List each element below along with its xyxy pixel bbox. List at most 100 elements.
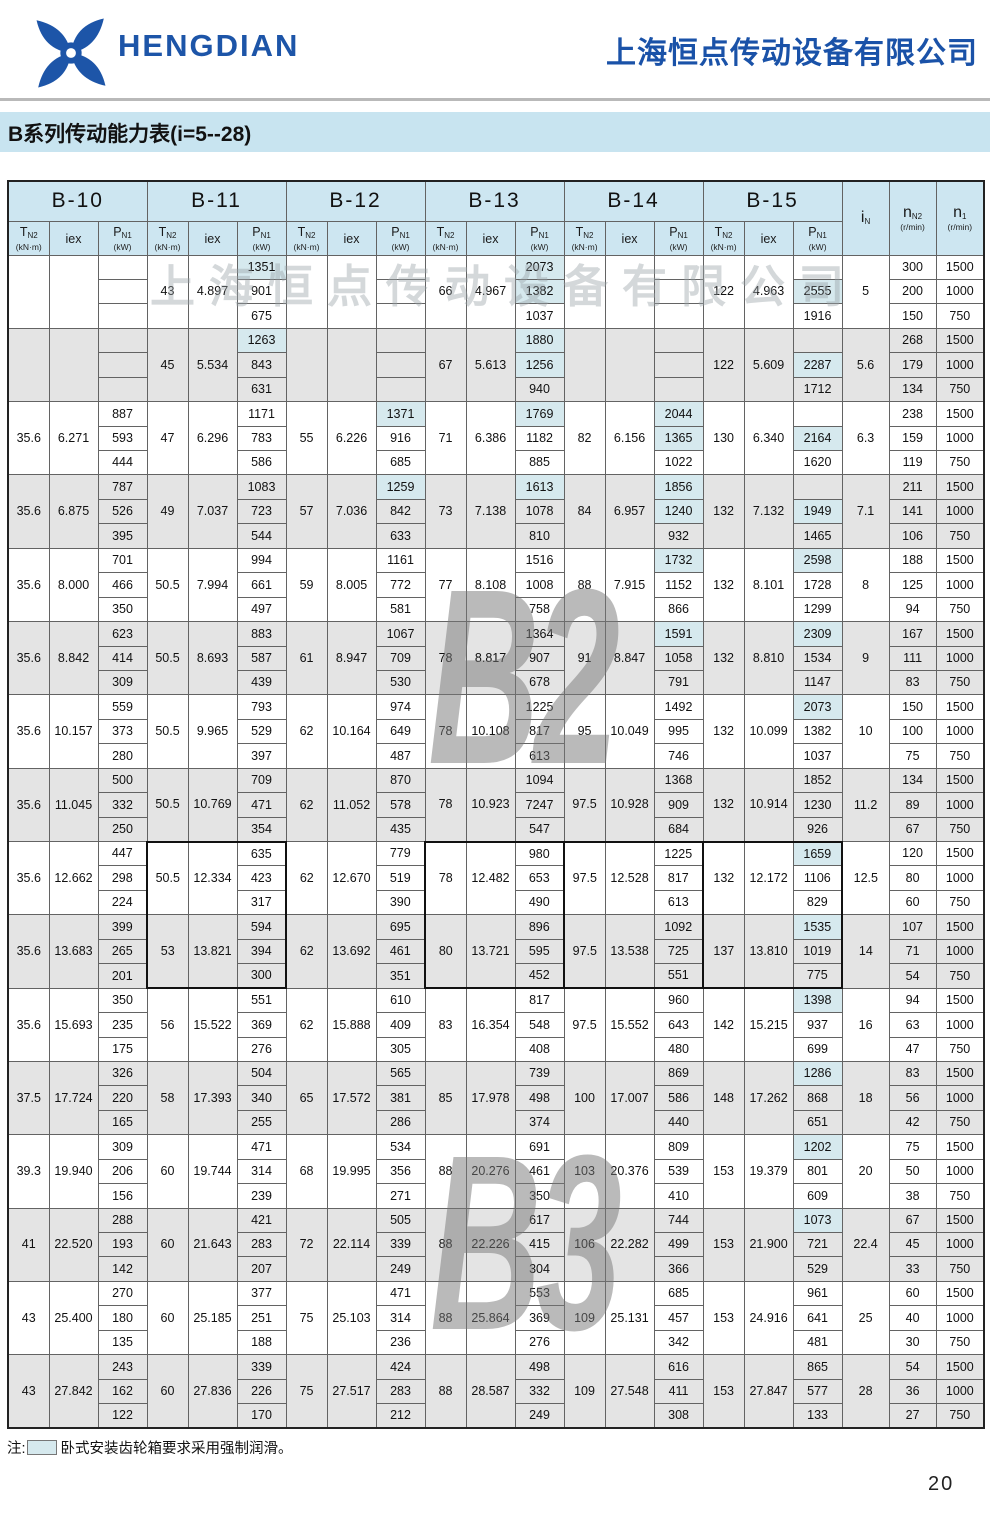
pn1-cell: 901 (236, 278, 287, 305)
pn1-cell: 239 (236, 1183, 287, 1209)
pn1-cell: 180 (97, 1305, 148, 1331)
pn1-cell: 255 (236, 1109, 287, 1136)
pn1-cell: 1364 (514, 621, 565, 647)
nn2-cell: 75 (888, 743, 937, 769)
tn2-header: TN2 (kN·m) (146, 220, 189, 256)
tn2-cell: 75 (285, 1354, 328, 1429)
pn1-cell: 916 (375, 425, 426, 452)
pn1-cell (653, 254, 704, 280)
pn1-cell: 616 (653, 1354, 704, 1380)
n1-cell: 1000 (935, 865, 985, 891)
nn2-cell: 159 (888, 425, 937, 452)
pn1-cell: 1092 (653, 914, 705, 940)
pn1-cell: 586 (653, 1085, 704, 1111)
pn1-cell: 1620 (792, 449, 843, 476)
iex-cell: 27.517 (326, 1354, 377, 1429)
iex-cell: 7.037 (187, 474, 238, 549)
iex-cell: 8.842 (48, 621, 99, 696)
pn1-cell: 609 (792, 1183, 843, 1209)
pn1-cell: 723 (236, 498, 287, 525)
tn2-cell: 132 (702, 474, 745, 549)
n1-cell: 1000 (935, 1378, 985, 1405)
tn2-cell: 77 (424, 547, 467, 623)
tn2-cell: 78 (424, 621, 467, 696)
nn2-cell: 80 (888, 865, 937, 891)
pn1-cell: 1037 (792, 743, 843, 769)
pn1-cell: 249 (514, 1403, 565, 1429)
pn1-cell: 699 (792, 1036, 843, 1062)
iex-cell: 13.821 (187, 914, 238, 990)
pn1-cell (97, 254, 148, 280)
nn2-cell: 60 (888, 889, 937, 916)
pn1-cell: 1008 (514, 572, 565, 598)
pn1-cell (375, 352, 426, 378)
tn2-cell: 35.6 (7, 621, 50, 696)
iex-cell: 22.520 (48, 1207, 99, 1282)
iex-cell: 27.548 (604, 1354, 655, 1429)
pn1-cell: 548 (514, 1012, 565, 1038)
tn2-cell: 53 (146, 914, 189, 990)
pn1-cell: 505 (375, 1207, 426, 1234)
iex-cell: 12.670 (326, 840, 377, 916)
pn1-cell: 529 (792, 1256, 843, 1282)
pn1-header: PN1 (kW) (653, 220, 704, 256)
tn2-cell: 75 (285, 1280, 328, 1356)
pn1-cell: 653 (514, 865, 566, 891)
pn1-cell (653, 327, 704, 354)
pn1-cell: 649 (375, 718, 426, 745)
pn1-cell: 775 (792, 963, 844, 990)
pn1-cell: 201 (97, 963, 148, 989)
nn2-cell: 211 (888, 474, 937, 500)
nn2-cell: 134 (888, 767, 937, 794)
tn2-cell: 153 (702, 1354, 745, 1429)
pn1-cell: 193 (97, 1231, 148, 1258)
pn1-header: PN1 (kW) (792, 220, 843, 256)
pn1-cell: 779 (375, 840, 426, 867)
tn2-cell: 50.5 (146, 621, 189, 696)
tn2-cell: 137 (702, 914, 745, 990)
tn2-cell: 88 (563, 547, 606, 623)
pn1-cell: 369 (236, 1012, 287, 1038)
pn1-cell: 500 (97, 767, 148, 794)
pn1-cell (792, 401, 843, 427)
n1-cell: 1000 (935, 425, 985, 452)
iex-cell: 22.226 (465, 1207, 516, 1282)
tn2-cell: 35.6 (7, 840, 50, 916)
nn2-cell: 89 (888, 792, 937, 818)
pn1-cell: 817 (653, 865, 705, 891)
pn1-cell: 1106 (792, 865, 844, 891)
iex-header: iex (326, 220, 377, 256)
pn1-cell: 817 (514, 987, 565, 1014)
iex-cell: 24.916 (743, 1280, 794, 1356)
pn1-cell: 300 (236, 963, 288, 990)
pn1-cell: 314 (236, 1158, 287, 1185)
pn1-cell (97, 352, 148, 378)
pn1-cell: 305 (375, 1036, 426, 1062)
pn1-cell: 1073 (792, 1207, 843, 1234)
iex-cell: 5.609 (743, 327, 794, 403)
pn1-cell: 206 (97, 1158, 148, 1185)
nn2-cell: 179 (888, 352, 937, 378)
tn2-cell: 78 (424, 840, 467, 916)
iex-cell (326, 327, 377, 403)
pn1-cell: 243 (97, 1354, 148, 1380)
pn1-cell (97, 376, 148, 403)
tn2-cell: 56 (146, 987, 189, 1062)
tn2-cell: 62 (285, 767, 328, 843)
pn1-cell: 286 (375, 1109, 426, 1136)
in-cell: 7.1 (841, 474, 890, 549)
pn1-cell (375, 376, 426, 403)
iex-header: iex (465, 220, 516, 256)
tn2-header: TN2 (kN·m) (702, 220, 745, 256)
pn1-cell: 1147 (792, 669, 843, 696)
iex-cell: 15.522 (187, 987, 238, 1062)
iex-cell: 7.915 (604, 547, 655, 623)
nn2-cell: 120 (888, 840, 937, 867)
pn1-cell: 1880 (514, 327, 565, 354)
pn1-cell: 411 (653, 1378, 704, 1405)
tn2-cell: 88 (424, 1207, 467, 1282)
iex-cell (48, 254, 99, 329)
pn1-cell: 1225 (653, 840, 705, 867)
tn2-cell: 59 (285, 547, 328, 623)
pn1-cell: 678 (514, 669, 565, 696)
